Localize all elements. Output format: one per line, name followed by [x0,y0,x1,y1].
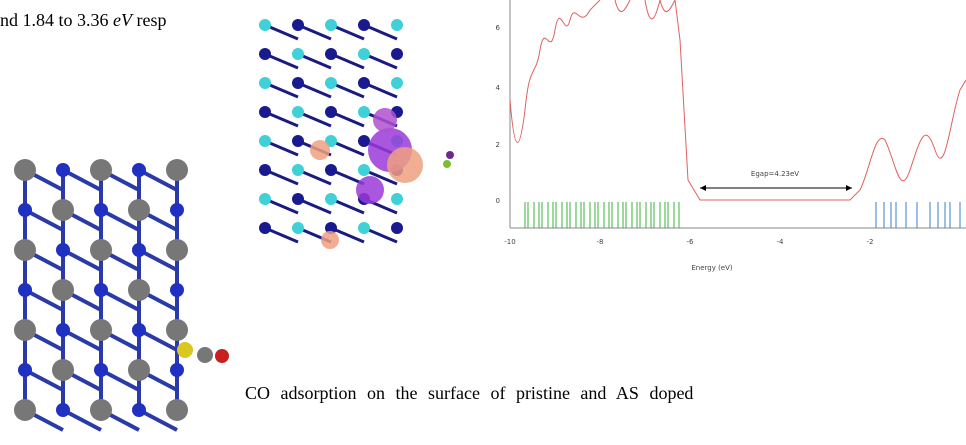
atom [94,203,108,217]
atom [358,106,370,118]
atom [132,243,146,257]
atom [18,203,32,217]
atom [18,363,32,377]
figures: Egap=4.23eV Energy (eV) -10 -8 -6 -4 -2 6 4 2 0 [0,0,966,445]
atom [391,19,403,31]
atom [259,222,271,234]
atom [166,319,188,341]
atom [292,222,304,234]
x-tick-label: -4 [777,238,785,246]
atom [128,359,150,381]
orbital-lobe [373,108,397,132]
x-tick-label: -6 [687,238,695,246]
atom [259,77,271,89]
dos-plot: Egap=4.23eV Energy (eV) -10 -8 -6 -4 -2 6 4 2 0 [496,0,966,272]
atom [56,323,70,337]
orbital-lobe [387,147,423,183]
atom [292,135,304,147]
y-tick-label: 2 [496,141,500,149]
atom [132,323,146,337]
atom [358,19,370,31]
atom [90,319,112,341]
orbital-lobe [321,231,339,249]
dos-curve [510,0,966,200]
atom [90,159,112,181]
atom [56,243,70,257]
atom [170,283,184,297]
atom [259,106,271,118]
x-tick-label: -10 [504,238,515,246]
atom [358,48,370,60]
atom [177,342,193,358]
atom [325,19,337,31]
atom [52,199,74,221]
atom [358,164,370,176]
atom [446,151,454,159]
atom [170,203,184,217]
atom [358,77,370,89]
atom [391,48,403,60]
atom [292,193,304,205]
atom [325,106,337,118]
atom [292,77,304,89]
atom [215,349,229,363]
atom [56,163,70,177]
x-tick-label: -2 [867,238,874,246]
atom [14,239,36,261]
y-tick-label: 0 [496,197,500,205]
atom [259,19,271,31]
atom [292,19,304,31]
atom [325,77,337,89]
atom [90,399,112,421]
x-tick-label: -8 [597,238,604,246]
atom [358,222,370,234]
atom [443,160,451,168]
molecule-left [14,159,229,430]
atom [52,359,74,381]
atom [128,199,150,221]
atom [391,193,403,205]
atom [128,279,150,301]
atom [259,164,271,176]
page: nd 1.84 to 3.36 eV resp CO adsorption on… [0,0,966,445]
atom [132,403,146,417]
y-tick-label: 4 [496,84,501,92]
atom [14,399,36,421]
atom [391,77,403,89]
atom [14,319,36,341]
atom [358,135,370,147]
atom [90,239,112,261]
atom [197,347,213,363]
orbital-lobe [310,140,330,160]
atom [94,363,108,377]
atom [166,159,188,181]
atom [325,193,337,205]
atom [132,163,146,177]
atom [14,159,36,181]
atom [166,239,188,261]
atom [259,135,271,147]
atom [292,48,304,60]
atom [259,193,271,205]
atom [18,283,32,297]
atom [166,399,188,421]
atom [170,363,184,377]
atom [391,222,403,234]
atom [259,48,271,60]
atom [56,403,70,417]
atom [52,279,74,301]
y-tick-label: 6 [496,24,501,32]
atom [325,164,337,176]
x-axis-label: Energy (eV) [691,264,733,272]
gap-label: Egap=4.23eV [751,170,799,178]
atom [325,48,337,60]
atom [292,106,304,118]
atom [292,164,304,176]
molecule-middle [259,19,454,249]
orbital-lobe [356,176,384,204]
atom [94,283,108,297]
